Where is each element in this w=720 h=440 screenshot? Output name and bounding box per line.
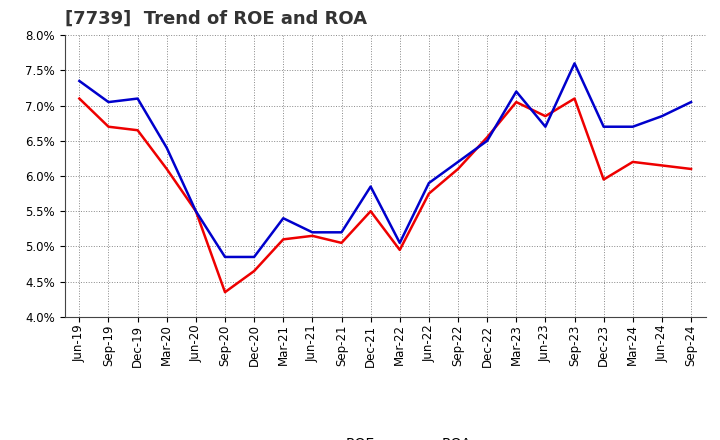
ROA: [629, 124, 637, 129]
ROE: [483, 135, 492, 140]
ROA: [541, 124, 550, 129]
ROA: [366, 184, 375, 189]
ROE: [192, 209, 200, 214]
ROA: [657, 114, 666, 119]
ROE: [570, 96, 579, 101]
Line: ROE: ROE: [79, 99, 691, 292]
ROA: [163, 145, 171, 150]
ROE: [133, 128, 142, 133]
ROA: [279, 216, 287, 221]
ROE: [395, 247, 404, 253]
ROE: [163, 166, 171, 172]
ROA: [425, 180, 433, 186]
Text: [7739]  Trend of ROE and ROA: [7739] Trend of ROE and ROA: [65, 10, 366, 28]
ROA: [220, 254, 229, 260]
ROE: [599, 177, 608, 182]
ROE: [541, 114, 550, 119]
ROE: [629, 159, 637, 165]
ROE: [687, 166, 696, 172]
ROA: [104, 99, 113, 105]
ROE: [454, 166, 462, 172]
ROA: [192, 209, 200, 214]
ROA: [599, 124, 608, 129]
ROE: [337, 240, 346, 246]
ROA: [337, 230, 346, 235]
ROA: [570, 61, 579, 66]
ROA: [454, 159, 462, 165]
ROA: [395, 240, 404, 246]
ROE: [250, 268, 258, 274]
ROE: [657, 163, 666, 168]
ROE: [425, 191, 433, 196]
ROE: [75, 96, 84, 101]
ROA: [308, 230, 317, 235]
ROA: [483, 138, 492, 143]
ROA: [687, 99, 696, 105]
ROA: [133, 96, 142, 101]
ROE: [366, 209, 375, 214]
ROE: [308, 233, 317, 238]
ROA: [75, 78, 84, 84]
ROE: [104, 124, 113, 129]
Line: ROA: ROA: [79, 63, 691, 257]
ROE: [220, 290, 229, 295]
ROE: [512, 99, 521, 105]
ROA: [250, 254, 258, 260]
ROE: [279, 237, 287, 242]
Legend: ROE, ROA: ROE, ROA: [294, 431, 477, 440]
ROA: [512, 89, 521, 94]
